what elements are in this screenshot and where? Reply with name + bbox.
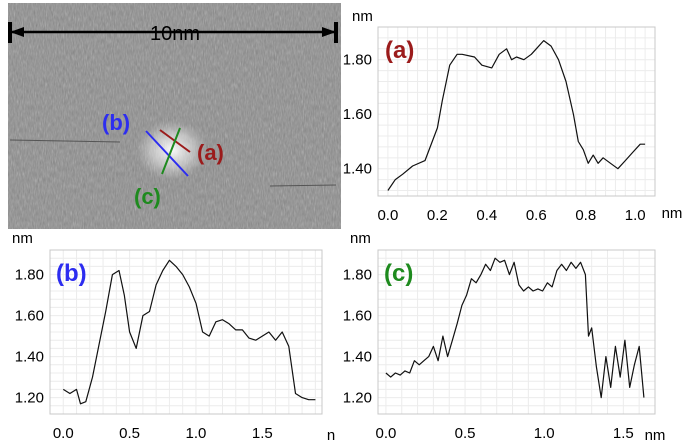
x-tick-label: 0.6 xyxy=(526,207,547,224)
y-tick-label: 1.80 xyxy=(343,52,372,69)
panel-label: (c) xyxy=(384,260,413,287)
x-tick-label: 0.4 xyxy=(476,207,497,224)
label-c: (c) xyxy=(134,184,161,209)
x-tick-label: 0.0 xyxy=(53,425,74,442)
x-axis-label: nm xyxy=(645,427,666,443)
x-axis-label: nm xyxy=(662,205,683,222)
x-tick-label: 1.0 xyxy=(186,425,207,442)
x-tick-label: 0.5 xyxy=(119,425,140,442)
line-b xyxy=(145,130,189,177)
profile-line xyxy=(387,40,646,191)
x-tick-label: 1.0 xyxy=(625,207,646,224)
profile-line xyxy=(385,257,645,399)
x-tick-label: 1.5 xyxy=(252,425,273,442)
plot-frame xyxy=(377,249,656,415)
x-tick-label: 0.0 xyxy=(377,207,398,224)
y-tick-label: 1.60 xyxy=(343,106,372,123)
y-axis-label: nm xyxy=(352,8,373,25)
y-axis-label: nm xyxy=(12,230,33,247)
profile-chart-b: 0.0 0.5 1.0 1.5 1.20 1.40 1.60 1.80 nm n (b) xyxy=(12,230,335,443)
y-tick-label: 1.20 xyxy=(15,390,44,407)
y-tick-label: 1.40 xyxy=(343,349,372,366)
line-c xyxy=(161,127,181,175)
scale-bar: 10nm xyxy=(8,22,338,45)
profile-chart-a: 0.0 0.2 0.4 0.6 0.8 1.0 1.40 1.60 1.80 nm nm (a) xyxy=(343,8,683,224)
x-tick-label: 0.2 xyxy=(427,207,448,224)
plot-frame xyxy=(49,249,323,415)
y-axis-label: nm xyxy=(350,230,371,247)
y-tick-label: 1.20 xyxy=(343,390,372,407)
plot-frame xyxy=(377,26,656,197)
panel-label: (a) xyxy=(385,37,414,64)
profile-line xyxy=(62,259,316,405)
scale-label: 10nm xyxy=(150,23,200,45)
y-tick-label: 1.80 xyxy=(343,267,372,284)
x-tick-label: 0.5 xyxy=(455,425,476,442)
stm-image: 10nm (b) (a) (c) xyxy=(8,3,341,229)
label-b: (b) xyxy=(102,110,130,135)
x-tick-label: 1.0 xyxy=(534,425,555,442)
profile-chart-c: 0.0 0.5 1.0 1.5 1.20 1.40 1.60 1.80 nm nm (c) xyxy=(343,230,666,443)
y-tick-label: 1.60 xyxy=(15,308,44,325)
y-tick-label: 1.80 xyxy=(15,267,44,284)
y-tick-label: 1.40 xyxy=(343,161,372,178)
panel-label: (b) xyxy=(56,260,87,287)
y-tick-label: 1.60 xyxy=(343,308,372,325)
x-tick-label: 1.5 xyxy=(613,425,634,442)
label-a: (a) xyxy=(197,140,224,165)
x-tick-label: 0.8 xyxy=(575,207,596,224)
y-tick-label: 1.40 xyxy=(15,349,44,366)
x-axis-label: n xyxy=(327,427,335,443)
x-tick-label: 0.0 xyxy=(375,425,396,442)
